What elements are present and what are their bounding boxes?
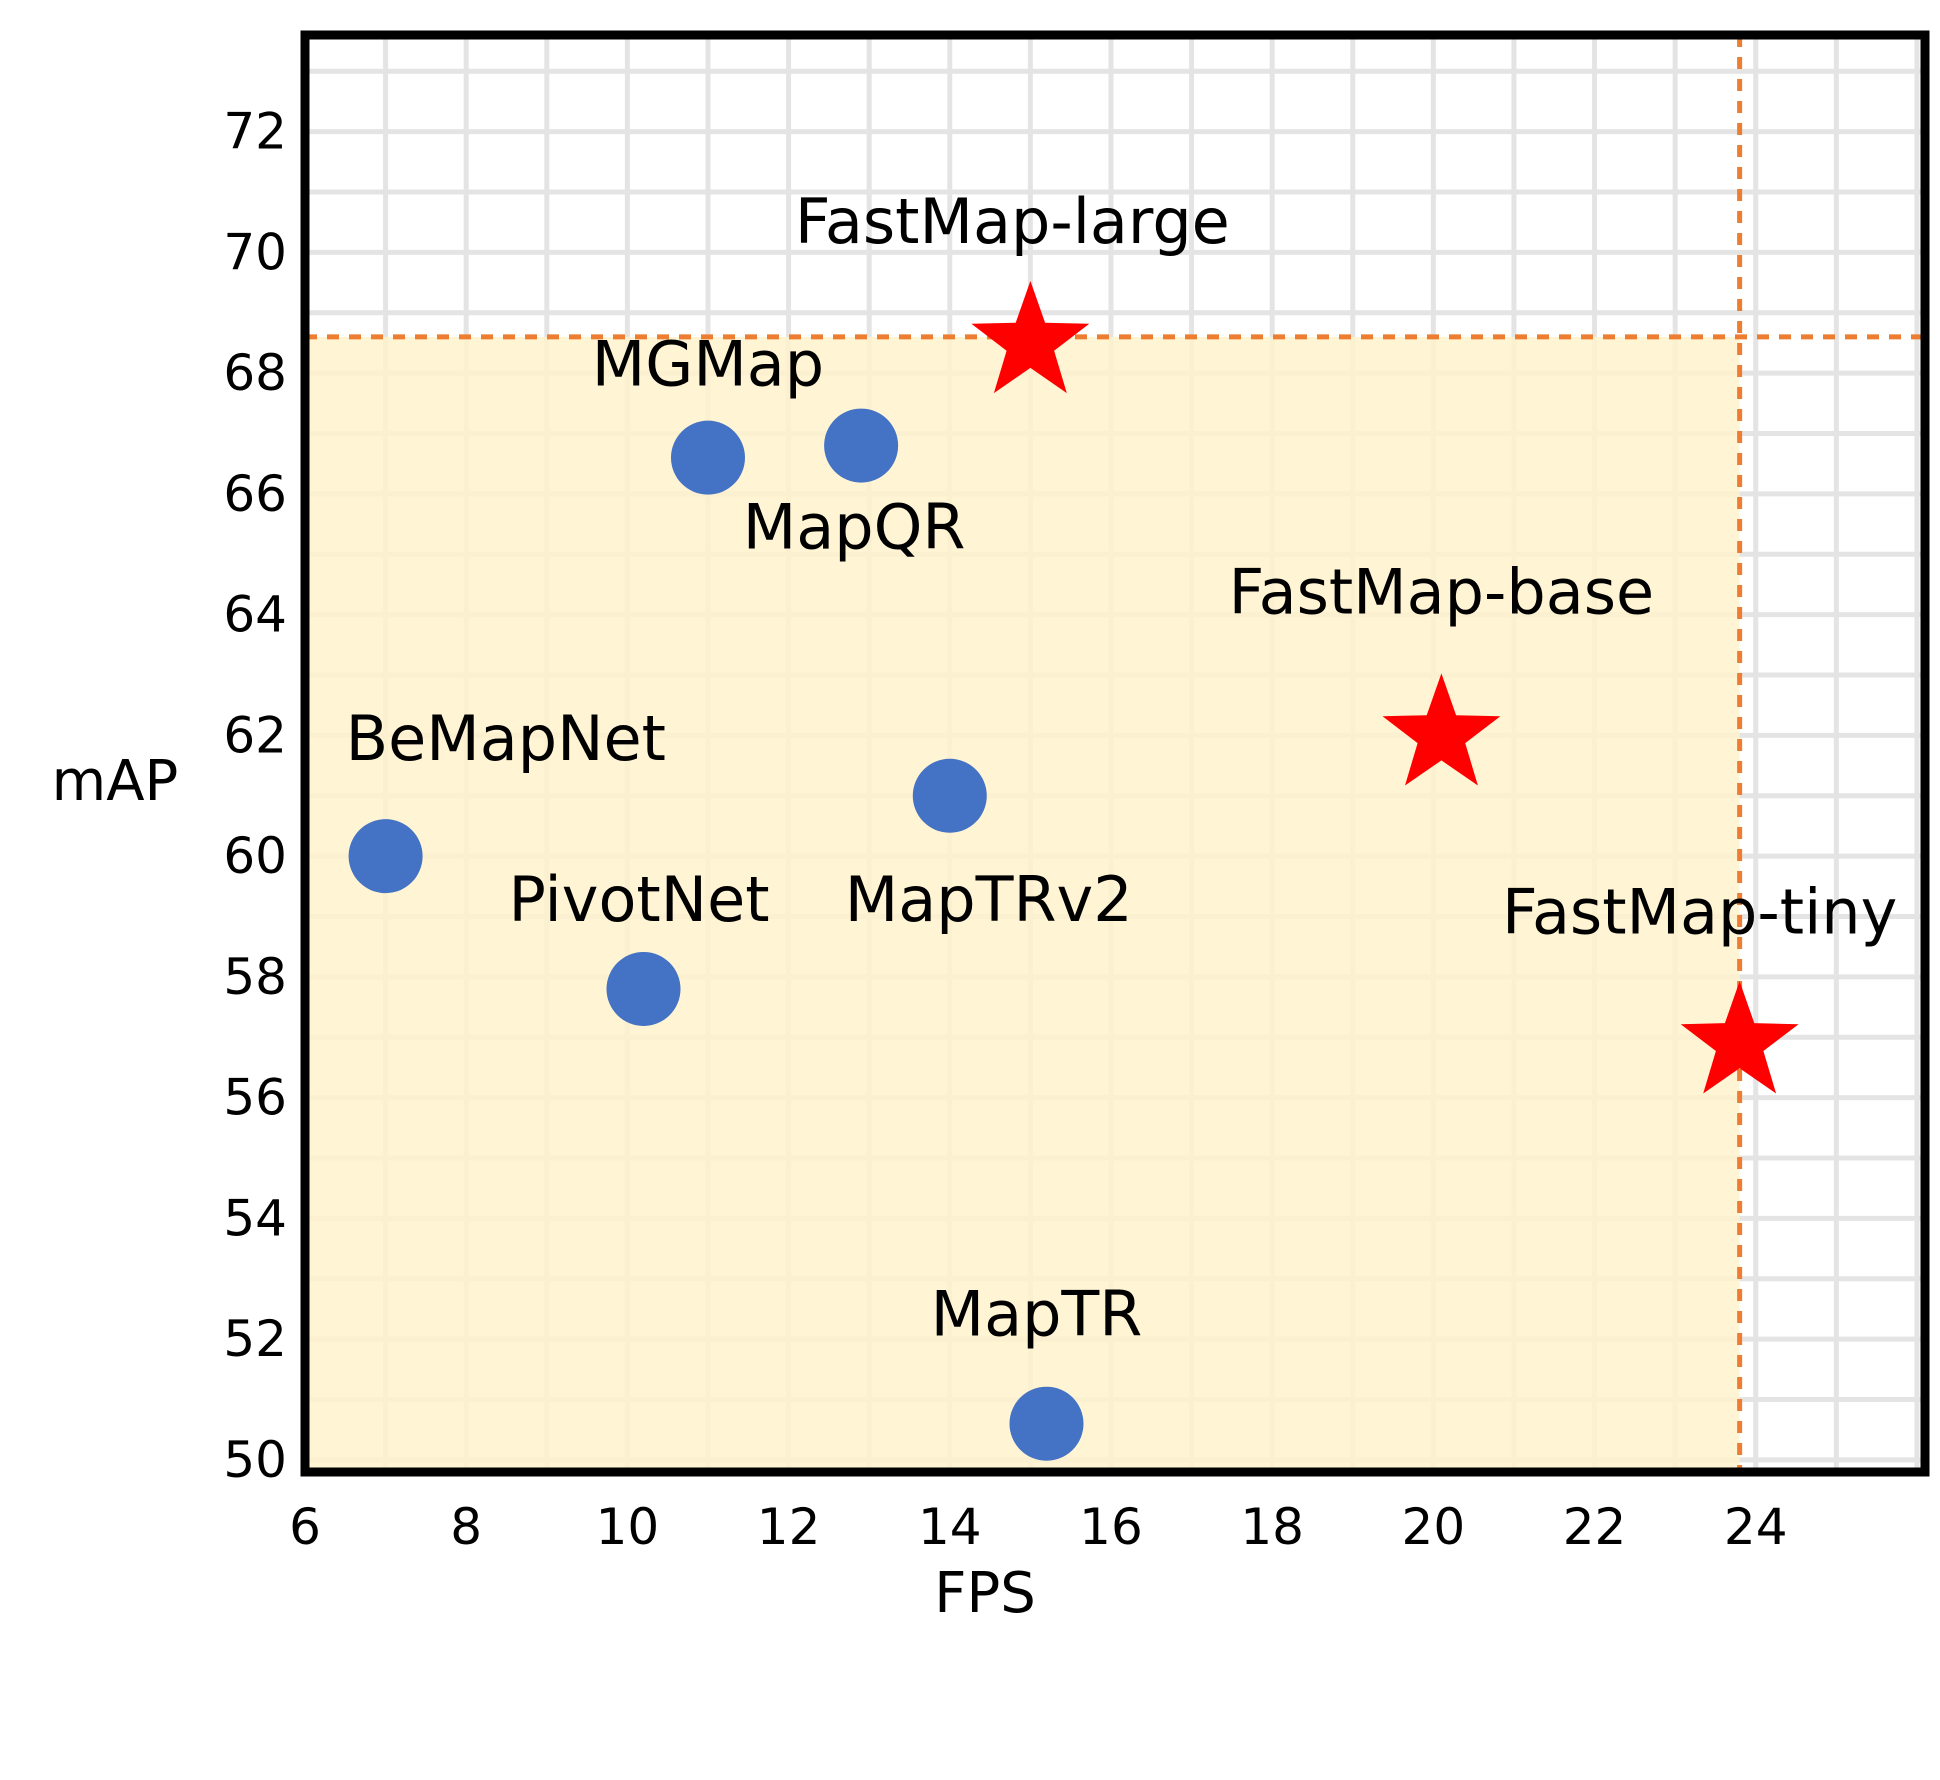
point-mapqr (824, 408, 899, 483)
x-tick-label: 10 (596, 1498, 660, 1556)
highlight-region (305, 35, 1925, 1472)
point-maptrv2 (912, 758, 987, 833)
y-tick-label: 58 (223, 948, 287, 1006)
label-fastmap-tiny: FastMap-tiny (1502, 875, 1897, 948)
point-fastmap-base (1382, 673, 1501, 786)
x-tick-label: 14 (918, 1498, 982, 1556)
x-tick-label: 18 (1240, 1498, 1304, 1556)
label-maptrv2: MapTRv2 (845, 863, 1133, 936)
y-tick-label: 54 (223, 1189, 287, 1247)
plot-frame (300, 30, 1930, 1477)
y-tick-label: 62 (223, 706, 287, 764)
y-tick-label: 52 (223, 1310, 287, 1368)
x-tick-label: 12 (757, 1498, 821, 1556)
x-tick-label: 8 (450, 1498, 482, 1556)
point-mgmap (670, 420, 745, 495)
y-axis-title: mAP (52, 749, 179, 814)
point-bemapnet (348, 819, 423, 894)
x-tick-label: 20 (1402, 1498, 1466, 1556)
x-axis-ticks: 6 8 10 12 14 16 18 20 22 24 (289, 1498, 1787, 1556)
y-tick-label: 72 (223, 103, 287, 161)
y-tick-label: 70 (223, 223, 287, 281)
y-tick-label: 50 (223, 1431, 287, 1489)
label-pivotnet: PivotNet (509, 863, 770, 936)
point-maptr (1009, 1386, 1084, 1461)
label-mapqr: MapQR (743, 491, 966, 564)
y-tick-label: 68 (223, 344, 287, 402)
region-fill (305, 336, 1740, 1472)
point-pivotnet (606, 951, 681, 1026)
plot-border (300, 30, 1930, 1477)
x-tick-label: 24 (1724, 1498, 1788, 1556)
point-labels: BeMapNet PivotNet MGMap MapQR MapTRv2 MapTR Fa… (346, 185, 1898, 1351)
y-tick-label: 66 (223, 465, 287, 523)
label-bemapnet: BeMapNet (346, 702, 666, 775)
x-tick-label: 22 (1563, 1498, 1627, 1556)
y-tick-label: 60 (223, 827, 287, 885)
data-points (348, 280, 1799, 1461)
label-fastmap-large: FastMap-large (795, 185, 1230, 258)
y-tick-label: 64 (223, 586, 287, 644)
label-maptr: MapTR (931, 1278, 1143, 1351)
point-fastmap-large (971, 280, 1090, 394)
y-tick-label: 56 (223, 1069, 287, 1127)
x-axis-title: FPS (934, 1561, 1036, 1626)
x-tick-label: 6 (289, 1498, 321, 1556)
point-fastmap-tiny (1680, 981, 1799, 1094)
x-tick-label: 16 (1079, 1498, 1143, 1556)
label-mgmap: MGMap (592, 328, 824, 401)
label-fastmap-base: FastMap-base (1229, 555, 1655, 628)
y-axis-ticks: 50 52 54 56 58 60 62 64 66 68 70 72 (223, 103, 287, 1489)
